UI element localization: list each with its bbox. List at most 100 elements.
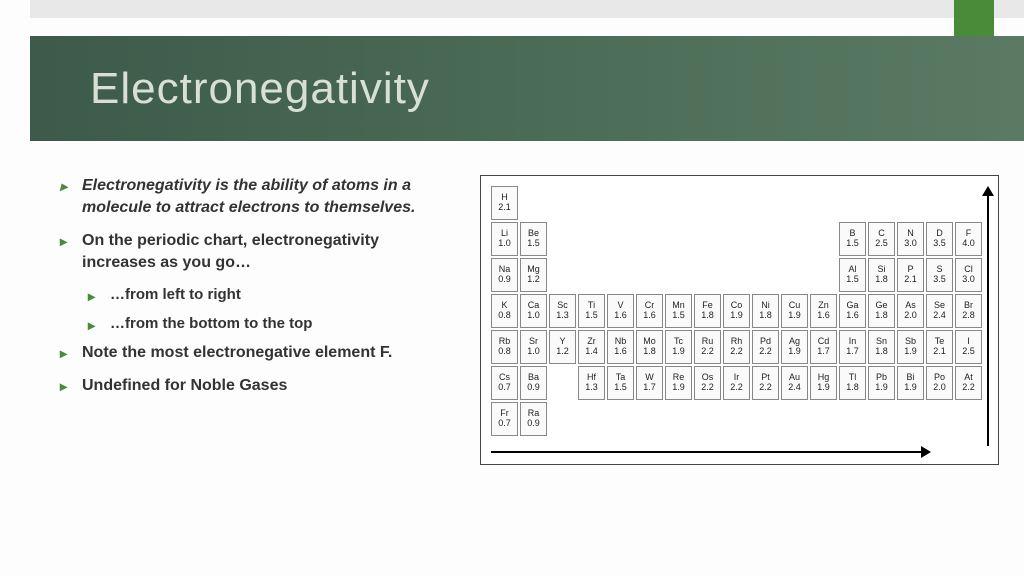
element-cell-cs: Cs0.7 [491, 366, 518, 400]
element-value: 1.0 [527, 311, 540, 321]
empty-cell [665, 402, 692, 436]
element-value: 1.0 [527, 347, 540, 357]
element-cell-tc: Tc1.9 [665, 330, 692, 364]
element-cell-ni: Ni1.8 [752, 294, 779, 328]
element-cell-b: B1.5 [839, 222, 866, 256]
element-cell-zr: Zr1.4 [578, 330, 605, 364]
element-value: 1.5 [585, 311, 598, 321]
element-value: 2.2 [701, 347, 714, 357]
element-value: 1.6 [643, 311, 656, 321]
empty-cell [549, 258, 576, 292]
element-cell-cd: Cd1.7 [810, 330, 837, 364]
element-cell-in: In1.7 [839, 330, 866, 364]
empty-cell [520, 186, 547, 220]
empty-cell [694, 258, 721, 292]
element-value: 1.6 [817, 311, 830, 321]
element-cell-ag: Ag1.9 [781, 330, 808, 364]
empty-cell [636, 402, 663, 436]
element-value: 2.0 [904, 311, 917, 321]
element-value: 1.9 [904, 347, 917, 357]
element-cell-k: K0.8 [491, 294, 518, 328]
element-value: 2.2 [730, 347, 743, 357]
empty-cell [694, 186, 721, 220]
empty-cell [781, 258, 808, 292]
empty-cell [839, 186, 866, 220]
element-cell-pb: Pb1.9 [868, 366, 895, 400]
empty-cell [752, 186, 779, 220]
empty-cell [752, 402, 779, 436]
element-value: 1.5 [846, 239, 859, 249]
element-cell-tl: Tl1.8 [839, 366, 866, 400]
element-cell-at: At2.2 [955, 366, 982, 400]
bullet-list: Electronegativity is the ability of atom… [60, 175, 455, 556]
empty-cell [636, 186, 663, 220]
element-value: 1.6 [614, 347, 627, 357]
element-value: 2.2 [962, 383, 975, 393]
bullet-item: On the periodic chart, electronegativity… [60, 230, 455, 273]
element-cell-ra: Ra0.9 [520, 402, 547, 436]
element-value: 2.1 [498, 203, 511, 213]
element-value: 2.2 [701, 383, 714, 393]
empty-cell [810, 402, 837, 436]
element-cell-pt: Pt2.2 [752, 366, 779, 400]
element-cell-c: C2.5 [868, 222, 895, 256]
element-value: 0.9 [527, 383, 540, 393]
element-cell-cl: Cl3.0 [955, 258, 982, 292]
empty-cell [897, 402, 924, 436]
empty-cell [665, 258, 692, 292]
empty-cell [926, 402, 953, 436]
empty-cell [955, 402, 982, 436]
element-cell-ge: Ge1.8 [868, 294, 895, 328]
element-cell-cr: Cr1.6 [636, 294, 663, 328]
element-cell-hg: Hg1.9 [810, 366, 837, 400]
element-value: 4.0 [962, 239, 975, 249]
empty-cell [549, 402, 576, 436]
element-value: 0.8 [498, 347, 511, 357]
empty-cell [636, 222, 663, 256]
element-cell-n: N3.0 [897, 222, 924, 256]
element-cell-au: Au2.4 [781, 366, 808, 400]
element-cell-te: Te2.1 [926, 330, 953, 364]
element-cell-bi: Bi1.9 [897, 366, 924, 400]
element-value: 1.5 [672, 311, 685, 321]
element-value: 2.5 [962, 347, 975, 357]
element-cell-br: Br2.8 [955, 294, 982, 328]
empty-cell [781, 222, 808, 256]
element-value: 2.8 [962, 311, 975, 321]
element-value: 1.8 [875, 347, 888, 357]
element-value: 0.8 [498, 311, 511, 321]
page-title: Electronegativity [30, 64, 430, 114]
element-cell-cu: Cu1.9 [781, 294, 808, 328]
element-value: 0.7 [498, 383, 511, 393]
bullet-item: …from left to right [88, 285, 455, 305]
element-value: 2.2 [759, 383, 772, 393]
empty-cell [549, 186, 576, 220]
element-cell-ru: Ru2.2 [694, 330, 721, 364]
empty-cell [549, 222, 576, 256]
element-cell-mg: Mg1.2 [520, 258, 547, 292]
empty-cell [926, 186, 953, 220]
element-value: 1.5 [527, 239, 540, 249]
element-value: 2.4 [933, 311, 946, 321]
empty-cell [665, 222, 692, 256]
element-value: 2.2 [730, 383, 743, 393]
element-cell-se: Se2.4 [926, 294, 953, 328]
element-value: 1.7 [817, 347, 830, 357]
element-cell-pd: Pd2.2 [752, 330, 779, 364]
element-cell-d: D3.5 [926, 222, 953, 256]
element-value: 2.0 [933, 383, 946, 393]
element-value: 3.5 [933, 275, 946, 285]
element-cell-ti: Ti1.5 [578, 294, 605, 328]
empty-cell [955, 186, 982, 220]
element-cell-mn: Mn1.5 [665, 294, 692, 328]
empty-cell [607, 222, 634, 256]
bullet-item: …from the bottom to the top [88, 314, 455, 334]
element-value: 1.3 [585, 383, 598, 393]
element-cell-li: Li1.0 [491, 222, 518, 256]
element-cell-fr: Fr0.7 [491, 402, 518, 436]
element-value: 0.9 [527, 419, 540, 429]
empty-cell [781, 402, 808, 436]
element-value: 1.8 [759, 311, 772, 321]
element-cell-sr: Sr1.0 [520, 330, 547, 364]
element-value: 1.3 [556, 311, 569, 321]
